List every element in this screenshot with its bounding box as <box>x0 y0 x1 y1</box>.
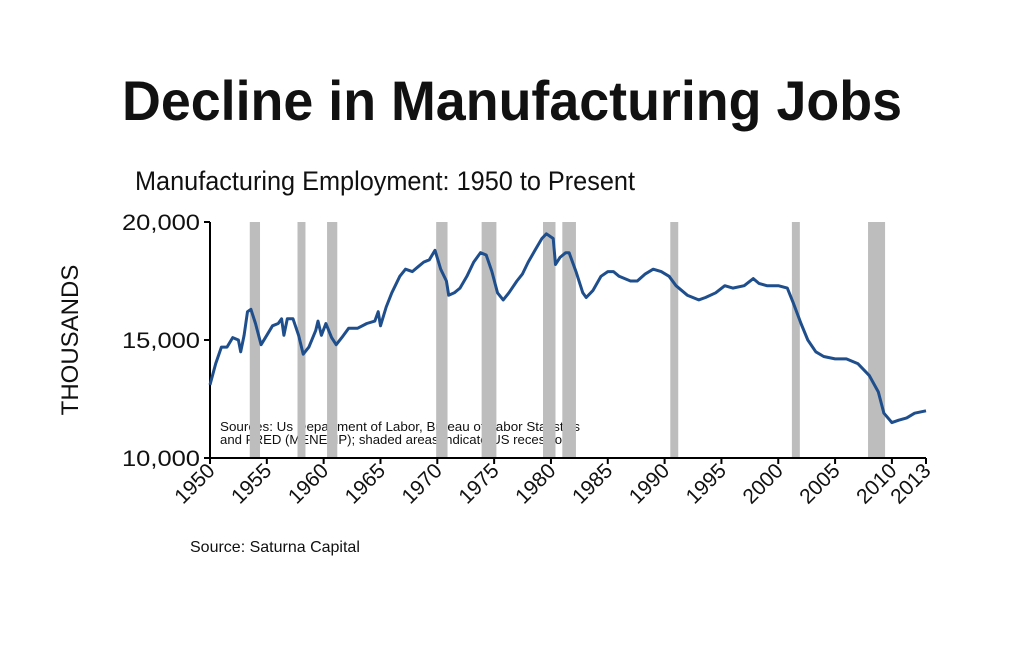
source: Source: Saturna Capital <box>190 539 360 556</box>
x-tick-label: 2013 <box>886 459 935 508</box>
x-tick-label: 1975 <box>454 459 503 508</box>
x-tick-label: 1985 <box>568 459 617 508</box>
y-tick-label: 20,000 <box>122 210 200 235</box>
x-tick-label: 1970 <box>398 459 447 508</box>
recession-band <box>791 222 800 458</box>
recession-band <box>297 222 306 458</box>
x-tick-label: 1995 <box>682 459 731 508</box>
y-tick-label: 10,000 <box>122 446 200 471</box>
chart-title: Decline in Manufacturing Jobs <box>122 69 902 132</box>
note-line: and FRED (MENEMP); shaded areas indicate… <box>220 433 576 447</box>
recession-band <box>436 222 448 458</box>
recession-band <box>481 222 497 458</box>
y-axis-label: THOUSANDS <box>57 265 84 416</box>
x-tick-label: 2005 <box>795 459 844 508</box>
y-tick-label: 15,000 <box>122 328 200 353</box>
x-tick-label: 1955 <box>227 459 276 508</box>
x-tick-label: 2000 <box>738 459 787 508</box>
x-tick-label: 1960 <box>284 459 333 508</box>
recession-band <box>249 222 261 458</box>
recession-band <box>542 222 556 458</box>
note-line: Sources: Us Department of Labor, Bureau … <box>220 420 580 434</box>
x-tick-label: 1990 <box>625 459 674 508</box>
recession-band <box>562 222 576 458</box>
series-line <box>208 232 927 425</box>
x-tick-label: 1980 <box>511 459 560 508</box>
recession-band <box>670 222 679 458</box>
chart-subtitle: Manufacturing Employment: 1950 to Presen… <box>135 166 635 196</box>
recession-band <box>868 222 886 458</box>
x-tick-label: 1965 <box>341 459 390 508</box>
